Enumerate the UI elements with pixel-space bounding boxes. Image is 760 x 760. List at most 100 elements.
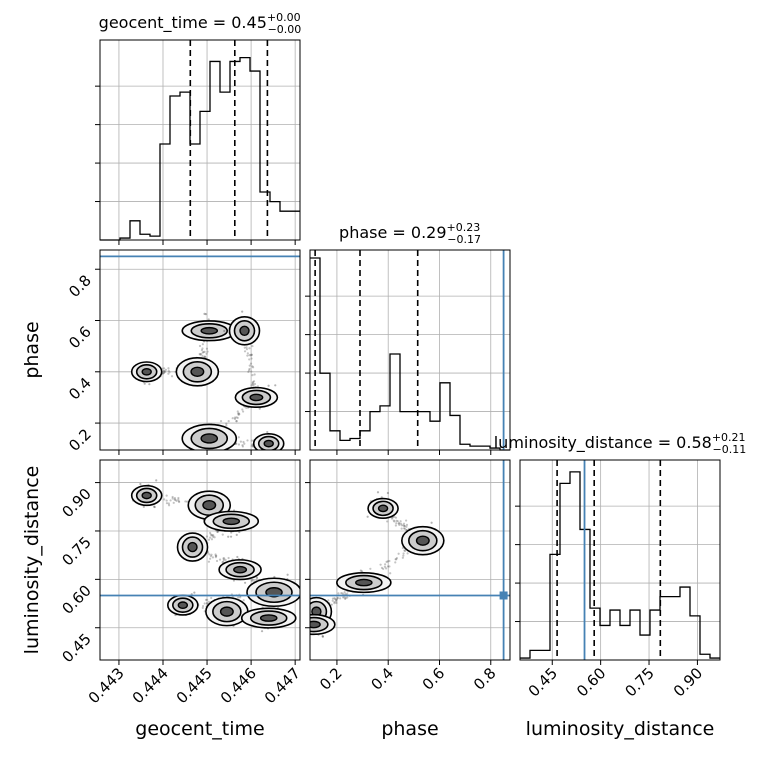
contour-inner	[239, 325, 250, 336]
contour-inner	[202, 499, 217, 511]
axes-frame	[99, 459, 301, 661]
sample-point	[267, 455, 269, 457]
sample-point	[243, 346, 246, 349]
sample-point	[219, 419, 223, 423]
contour-inner	[200, 433, 219, 444]
sample-point	[379, 563, 382, 566]
sample-point	[249, 362, 253, 365]
sample-point	[207, 318, 210, 321]
sample-point	[165, 499, 168, 502]
sample-point	[201, 354, 204, 357]
sample-point	[252, 380, 256, 383]
sample-point	[398, 522, 401, 525]
sample-point	[237, 412, 240, 415]
axes-frame	[99, 39, 301, 241]
sample-point	[388, 565, 391, 568]
axes-frame	[309, 249, 511, 451]
sample-point	[205, 352, 208, 355]
sample-point	[243, 442, 246, 445]
sample-point	[276, 606, 280, 609]
contour-inner	[259, 614, 278, 622]
sample-point	[252, 384, 255, 387]
sample-point	[386, 565, 390, 568]
sample-point	[344, 597, 347, 601]
x-tick-label: 0.6	[419, 664, 449, 694]
sample-point	[210, 596, 213, 600]
sample-point	[237, 596, 240, 599]
sample-point	[242, 599, 245, 602]
sample-point	[247, 369, 251, 372]
sample-point	[222, 557, 225, 560]
sample-point	[212, 534, 215, 537]
y-tick-label: 0.60	[58, 581, 94, 617]
sample-point	[250, 353, 253, 356]
sample-point	[395, 558, 398, 561]
sample-point	[333, 597, 336, 600]
sample-point	[267, 384, 270, 387]
sample-point	[167, 504, 171, 507]
sample-point	[201, 347, 204, 350]
sample-point	[222, 560, 225, 563]
sample-point	[163, 370, 167, 373]
sample-point	[198, 352, 201, 356]
sample-point	[168, 371, 171, 374]
sample-point	[248, 347, 251, 350]
sample-point	[173, 497, 177, 500]
sample-point	[394, 516, 398, 519]
sample-point	[405, 525, 408, 528]
sample-point	[227, 420, 230, 423]
sample-point	[241, 408, 244, 411]
sample-point	[205, 535, 209, 538]
sample-point	[241, 445, 244, 448]
histogram-geocent_time	[100, 56, 300, 241]
sample-point	[252, 366, 255, 369]
contour-inner	[200, 326, 219, 335]
x-tick-label: 0.446	[217, 664, 260, 707]
sample-point	[201, 604, 205, 608]
axes-frame	[519, 459, 721, 661]
sample-point	[209, 557, 212, 560]
sample-point	[359, 569, 362, 572]
sample-point	[251, 365, 254, 368]
sample-point	[250, 384, 253, 387]
sample-point	[235, 533, 238, 536]
contour-inner	[187, 541, 198, 553]
sample-point	[393, 515, 396, 518]
sample-point	[222, 558, 225, 562]
sample-point	[335, 600, 338, 603]
sample-point	[390, 517, 394, 520]
sample-point	[165, 494, 168, 497]
sample-point	[395, 519, 398, 522]
sample-point	[206, 350, 209, 353]
sample-point	[248, 353, 251, 357]
sample-point	[251, 383, 255, 386]
histogram-luminosity_distance	[520, 471, 720, 659]
sample-point	[202, 350, 205, 354]
contour-inner	[222, 517, 241, 526]
x-axis-label-phase: phase	[381, 718, 438, 740]
sample-point	[256, 385, 260, 388]
sample-point	[251, 380, 255, 384]
sample-point	[400, 527, 403, 530]
sample-point	[206, 602, 209, 605]
sample-point	[250, 444, 253, 448]
sample-point	[207, 600, 210, 603]
sample-point	[402, 554, 405, 557]
sample-point	[336, 597, 339, 600]
sample-point	[204, 355, 207, 359]
sample-point	[305, 615, 307, 617]
sample-point	[221, 533, 224, 536]
sample-point	[321, 635, 324, 638]
sample-point	[255, 577, 259, 580]
sample-point	[204, 598, 208, 601]
x-tick-label: 0.444	[129, 664, 172, 707]
x-tick-label: 0.2	[316, 664, 346, 694]
sample-point	[162, 367, 166, 370]
x-tick-label: 0.4	[367, 664, 397, 694]
sample-point	[392, 519, 395, 522]
sample-point	[204, 312, 207, 316]
histogram-phase	[310, 257, 510, 451]
sample-point	[327, 599, 330, 602]
sample-point	[208, 531, 212, 534]
